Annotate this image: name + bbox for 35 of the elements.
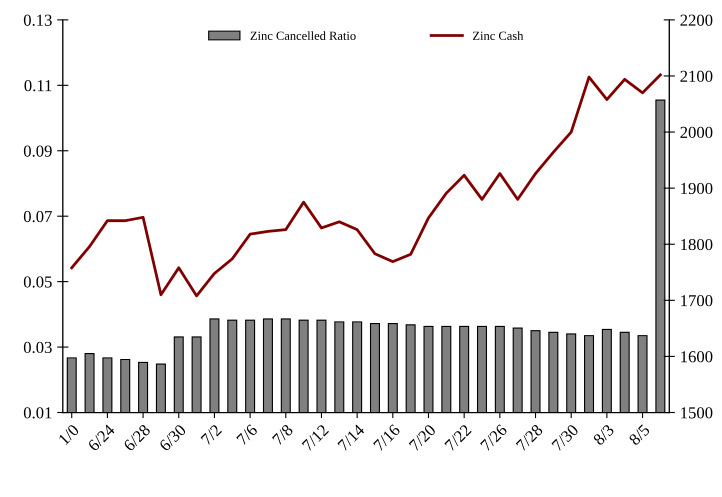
- x-tick-label: 7/14: [337, 424, 366, 452]
- y-tick-label: 0.03: [24, 342, 52, 354]
- y2-tick-label: 2000: [680, 126, 712, 138]
- line-series: [70, 73, 662, 298]
- legend-label: Zinc Cash: [472, 31, 524, 40]
- x-tick-label: 7/26: [480, 424, 508, 452]
- y-tick-label: 0.07: [24, 210, 52, 222]
- y2-tick-label: 1500: [681, 407, 712, 418]
- x-tick-label: 7/16: [373, 424, 401, 452]
- x-tick-label: 7/8: [272, 424, 294, 446]
- legend-label: Zinc Cancelled Ratio: [250, 31, 356, 40]
- y2-tick-label: 1700: [681, 295, 712, 306]
- x-tick-label: 6/28: [122, 424, 151, 452]
- y-tick-label: 0.13: [24, 14, 52, 26]
- x-tick-label: 6/24: [87, 423, 116, 452]
- y2-tick-label: 1800: [681, 238, 712, 250]
- x-tick-label: 7/12: [302, 424, 330, 452]
- y-tick-label: 0.11: [24, 80, 52, 92]
- x-tick-label: 7/6: [236, 424, 258, 446]
- x-tick-label: 1/0: [58, 424, 80, 446]
- y2-tick-label: 1600: [681, 351, 712, 362]
- x-tick-label: 8/5: [628, 424, 650, 446]
- x-tick-label: 7/30: [551, 424, 580, 452]
- y-tick-label: 0.01: [24, 407, 52, 419]
- x-tick-label: 7/20: [408, 424, 436, 452]
- x-tick-label: 6/30: [158, 424, 187, 452]
- x-tick-label: 7/22: [444, 424, 472, 452]
- x-tick-label: 7/2: [200, 424, 222, 446]
- x-tick-label: 8/3: [592, 424, 615, 446]
- y2-tick-label: 1900: [681, 182, 712, 194]
- x-tick-label: 7/28: [516, 424, 544, 452]
- y2-tick-label: 2100: [680, 70, 712, 82]
- y2-tick-label: 2200: [680, 14, 712, 26]
- y-tick-label: 0.09: [24, 145, 52, 157]
- y-tick-label: 0.05: [24, 276, 52, 288]
